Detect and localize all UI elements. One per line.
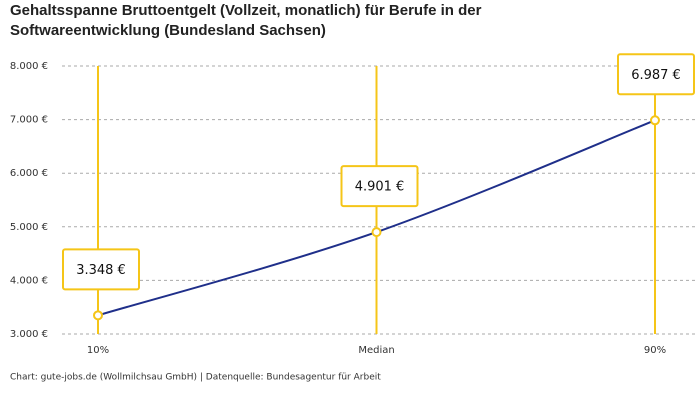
y-tick-label: 5.000 € <box>10 222 48 233</box>
y-tick-label: 3.000 € <box>10 329 48 340</box>
data-point <box>650 115 660 126</box>
data-point <box>371 227 382 238</box>
source-note: Chart: gute-jobs.de (Wollmilchsau GmbH) … <box>10 373 381 383</box>
y-tick-label: 7.000 € <box>10 115 48 126</box>
value-label: 6.987 € <box>631 68 681 83</box>
data-point <box>93 310 103 321</box>
value-label: 4.901 € <box>355 180 405 195</box>
value-label-box <box>340 165 419 208</box>
x-tick-label: 10% <box>87 345 109 356</box>
y-tick-label: 6.000 € <box>10 168 48 179</box>
value-label-box <box>617 53 695 96</box>
y-tick-label: 8.000 € <box>10 61 48 72</box>
value-label-box <box>62 248 140 291</box>
x-tick-label: Median <box>358 345 394 356</box>
y-tick-label: 4.000 € <box>10 275 48 286</box>
value-label: 3.348 € <box>76 263 126 278</box>
chart-title: Gehaltsspanne Bruttoentgelt (Vollzeit, m… <box>10 2 482 39</box>
x-tick-label: 90% <box>644 345 666 356</box>
